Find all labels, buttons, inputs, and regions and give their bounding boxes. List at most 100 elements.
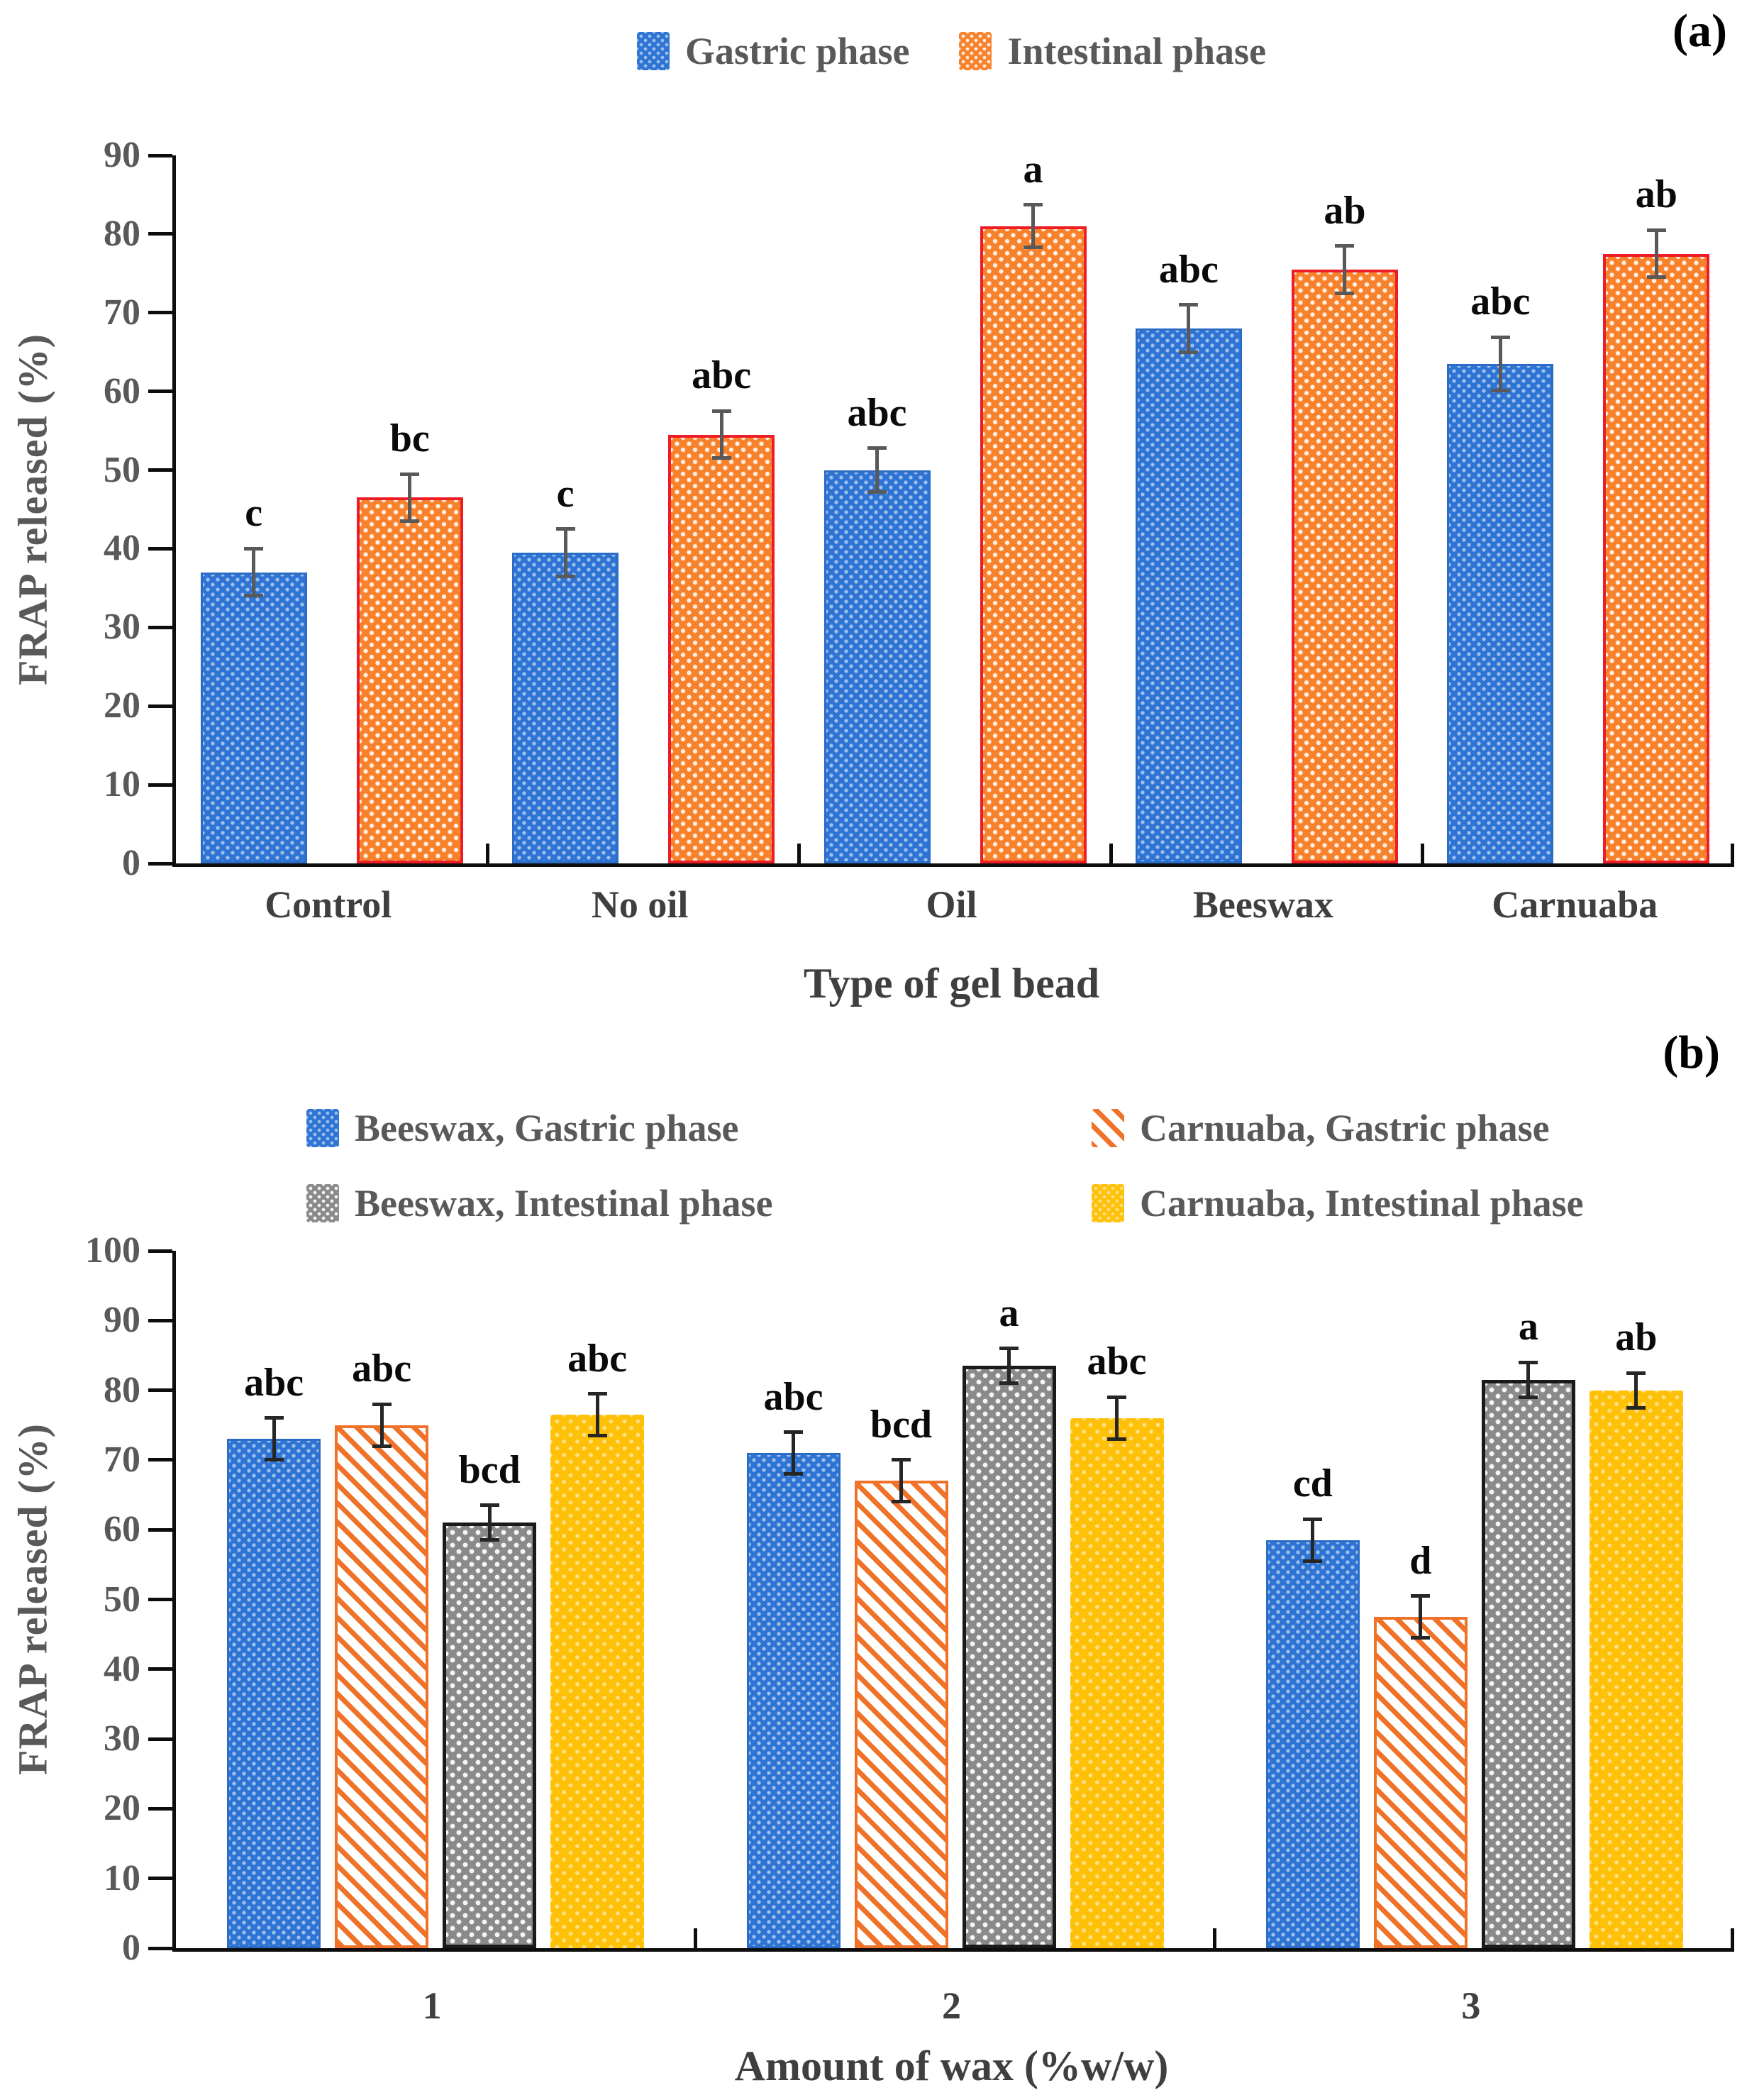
legend-label: Carnuaba, Intestinal phase bbox=[1140, 1182, 1584, 1225]
y-tick-label: 0 bbox=[122, 843, 140, 883]
error-bar bbox=[719, 411, 723, 458]
bar-carnuaba-gastric-phase-3 bbox=[1373, 1617, 1468, 1948]
y-tick-label: 70 bbox=[104, 292, 140, 333]
plot-area-b: 0 10 20 30 40 50 60 70 80 90 100 abc abc cd abc bcd d bcd… bbox=[85, 1232, 1734, 1967]
legend-item: Beeswax, Gastric phase bbox=[306, 1107, 1092, 1149]
y-tick bbox=[148, 1877, 172, 1881]
significance-letter: bcd bbox=[870, 1402, 933, 1447]
bar-beeswax-gastric-phase-3 bbox=[1265, 1540, 1360, 1948]
error-bar-cap bbox=[372, 1444, 392, 1448]
significance-letter: ab bbox=[1615, 1315, 1658, 1360]
y-tick bbox=[148, 1249, 172, 1253]
error-bar-cap bbox=[784, 1472, 803, 1476]
error-bar-cap bbox=[1519, 1360, 1538, 1364]
error-bar-cap bbox=[555, 527, 575, 531]
panel-label-a: (a) bbox=[1673, 5, 1727, 57]
y-tick-label: 20 bbox=[104, 1788, 140, 1829]
bar-intestinal-phase-no-oil bbox=[668, 434, 775, 863]
y-tick bbox=[148, 1388, 172, 1393]
y-tick-label: 90 bbox=[104, 1300, 140, 1341]
category-label: Beeswax bbox=[1192, 883, 1333, 926]
significance-letter: abc bbox=[1470, 280, 1531, 324]
x-axis-title-b: Amount of wax (%w/w) bbox=[734, 2043, 1169, 2089]
y-tick-label: 40 bbox=[104, 1648, 140, 1689]
legend-panel-a: Gastric phase Intestinal phase bbox=[172, 30, 1731, 72]
y-tick bbox=[148, 704, 172, 708]
significance-letter: ab bbox=[1635, 172, 1677, 217]
bar-beeswax-gastric-phase-1 bbox=[227, 1439, 321, 1948]
y-tick bbox=[148, 1318, 172, 1322]
legend-swatch-orange-dots bbox=[959, 32, 992, 70]
x-tick bbox=[1731, 1928, 1734, 1948]
legend-item: Gastric phase bbox=[636, 30, 909, 72]
bar-beeswax-intestinal-phase-3 bbox=[1481, 1379, 1575, 1948]
bar-beeswax-intestinal-phase-2 bbox=[962, 1366, 1056, 1948]
y-tick-label: 30 bbox=[104, 607, 140, 648]
significance-letter: bcd bbox=[458, 1447, 521, 1492]
error-bar-cap bbox=[1107, 1437, 1126, 1441]
significance-letter: abc bbox=[1087, 1339, 1147, 1384]
error-bar-cap bbox=[244, 546, 264, 551]
error-bar-cap bbox=[1024, 245, 1043, 250]
error-bar bbox=[272, 1418, 276, 1460]
significance-letter: cd bbox=[1292, 1461, 1333, 1506]
x-tick bbox=[797, 844, 801, 863]
legend-swatch-yellow-dots bbox=[1092, 1184, 1124, 1222]
bar-beeswax-gastric-phase-2 bbox=[746, 1453, 841, 1948]
error-bar bbox=[792, 1432, 795, 1474]
error-bar bbox=[563, 529, 567, 577]
significance-letter: ab bbox=[1324, 188, 1366, 233]
error-bar-cap bbox=[1646, 275, 1666, 280]
x-tick bbox=[1731, 844, 1734, 863]
error-bar-cap bbox=[1335, 291, 1355, 295]
x-tick bbox=[485, 844, 489, 863]
bar-carnuaba-intestinal-phase-3 bbox=[1589, 1390, 1683, 1948]
bar-carnuaba-intestinal-phase-1 bbox=[550, 1415, 645, 1948]
error-bar-cap bbox=[587, 1392, 607, 1396]
error-bar-cap bbox=[711, 456, 731, 460]
y-tick-label: 30 bbox=[104, 1718, 140, 1759]
error-bar-cap bbox=[867, 446, 887, 450]
bar-gastric-phase-oil bbox=[823, 470, 931, 863]
error-bar bbox=[379, 1404, 384, 1447]
y-tick-label: 80 bbox=[104, 213, 140, 254]
significance-letter: a bbox=[1518, 1305, 1538, 1349]
legend-item: Beeswax, Intestinal phase bbox=[306, 1182, 1092, 1225]
error-bar-cap bbox=[555, 574, 575, 578]
x-axis-title-a: Type of gel bead bbox=[803, 960, 1100, 1007]
error-bar-cap bbox=[400, 519, 420, 524]
error-bar-cap bbox=[1335, 244, 1355, 248]
significance-letter: abc bbox=[244, 1360, 304, 1405]
y-tick-label: 10 bbox=[104, 764, 140, 805]
bar-gastric-phase-carnuaba bbox=[1447, 363, 1554, 863]
bar-carnuaba-intestinal-phase-2 bbox=[1070, 1418, 1164, 1948]
y-tick-label: 0 bbox=[122, 1928, 140, 1968]
error-bar-cap bbox=[372, 1402, 392, 1406]
error-bar-cap bbox=[1490, 335, 1510, 339]
y-tick-label: 50 bbox=[104, 1579, 140, 1620]
y-axis-title-a: FRAP released (%) bbox=[9, 333, 56, 685]
y-tick bbox=[148, 1527, 172, 1532]
category-label: 3 bbox=[1461, 1984, 1481, 2027]
error-bar-cap bbox=[711, 409, 731, 413]
error-bar bbox=[1526, 1362, 1531, 1398]
x-tick bbox=[1109, 844, 1113, 863]
error-bar-cap bbox=[999, 1381, 1019, 1386]
significance-letter: abc bbox=[763, 1374, 823, 1419]
significance-letter: abc bbox=[692, 353, 752, 398]
error-bar-cap bbox=[479, 1503, 499, 1508]
error-bar bbox=[1654, 230, 1658, 277]
category-label: Carnuaba bbox=[1492, 883, 1658, 926]
plot-area-a: 0 10 20 30 40 50 60 70 80 90 c c abc abc abc bc abc a ab ab bbox=[104, 137, 1734, 882]
error-bar-cap bbox=[587, 1433, 607, 1437]
legend-item: Carnuaba, Gastric phase bbox=[1092, 1107, 1626, 1149]
significance-letter: abc bbox=[352, 1347, 412, 1391]
error-bar-cap bbox=[244, 594, 264, 598]
legend-swatch-blue-dots bbox=[636, 32, 670, 70]
category-label: 1 bbox=[422, 1984, 442, 2027]
legend-label: Carnuaba, Gastric phase bbox=[1140, 1107, 1550, 1149]
bar-carnuaba-gastric-phase-1 bbox=[335, 1425, 429, 1948]
category-label: Control bbox=[265, 883, 392, 926]
y-tick bbox=[148, 389, 172, 394]
bar-gastric-phase-beeswax bbox=[1135, 328, 1242, 863]
